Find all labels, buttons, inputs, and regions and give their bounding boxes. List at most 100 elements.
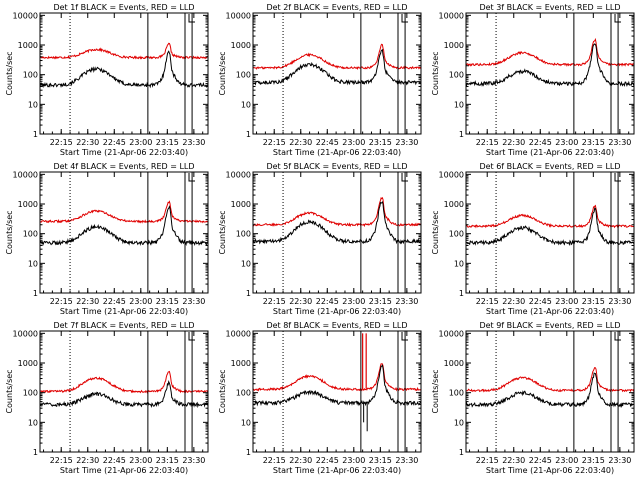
x-tick-label: 23:15	[369, 456, 392, 465]
x-tick-label: 22:15	[50, 297, 73, 306]
lld-series-line	[40, 370, 208, 394]
plot-frame	[252, 12, 422, 135]
x-tick-label: 22:30	[502, 456, 525, 465]
y-tick-label: 100	[236, 230, 251, 239]
y-tick-label: 10	[454, 259, 464, 268]
y-tick-label: 1	[33, 130, 38, 139]
lld-series-line	[253, 43, 421, 70]
x-tick-label: 22:30	[502, 138, 525, 147]
events-series-line	[466, 207, 634, 246]
y-tick-label: 10000	[226, 329, 251, 338]
marker-bracket	[188, 173, 196, 182]
x-tick-label: 22:15	[50, 138, 73, 147]
y-tick-label: 10000	[226, 11, 251, 20]
x-tick-label: 22:15	[50, 456, 73, 465]
y-tick-label: 1000	[444, 200, 464, 209]
x-tick-label: 22:30	[76, 297, 99, 306]
y-tick-label: 1	[246, 289, 251, 298]
y-tick-label: 1000	[18, 200, 38, 209]
x-tick-label: 23:30	[182, 138, 205, 147]
panel-det-7f: Det 7f BLACK = Events, RED = LLD 1 10 100 10…	[5, 321, 209, 475]
x-tick-label: 23:00	[129, 456, 152, 465]
panel-title: Det 9f BLACK = Events, RED = LLD	[479, 321, 620, 330]
events-series-line	[40, 50, 208, 89]
y-tick-label: 1	[459, 448, 464, 457]
marker-bracket	[188, 14, 196, 23]
x-axis-label: Start Time (21-Apr-06 22:03:40)	[486, 466, 614, 475]
x-axis-label: Start Time (21-Apr-06 22:03:40)	[60, 307, 188, 316]
y-tick-label: 1	[459, 130, 464, 139]
x-tick-label: 23:15	[369, 138, 392, 147]
y-tick-label: 10000	[13, 329, 38, 338]
y-tick-label: 100	[23, 389, 38, 398]
x-axis-label: Start Time (21-Apr-06 22:03:40)	[486, 148, 614, 157]
y-tick-label: 100	[236, 71, 251, 80]
x-tick-label: 22:30	[76, 456, 99, 465]
y-axis-label: Counts/sec	[431, 210, 440, 254]
x-axis-label: Start Time (21-Apr-06 22:03:40)	[273, 148, 401, 157]
plot-frame	[465, 330, 635, 453]
lld-series-line	[253, 363, 421, 392]
events-series-line	[253, 200, 421, 245]
y-tick-label: 1000	[231, 200, 251, 209]
marker-bracket	[401, 332, 409, 341]
x-axis-label: Start Time (21-Apr-06 22:03:40)	[486, 307, 614, 316]
events-series-line	[253, 48, 421, 86]
x-tick-label: 22:45	[529, 297, 552, 306]
x-tick-label: 23:00	[129, 138, 152, 147]
panel-title: Det 2f BLACK = Events, RED = LLD	[266, 3, 407, 12]
y-tick-label: 100	[449, 389, 464, 398]
x-tick-label: 23:00	[555, 138, 578, 147]
y-tick-label: 100	[449, 230, 464, 239]
y-tick-label: 10	[28, 100, 38, 109]
x-tick-label: 22:30	[289, 297, 312, 306]
x-tick-label: 22:45	[316, 297, 339, 306]
x-tick-label: 23:30	[395, 297, 418, 306]
x-tick-label: 23:00	[129, 297, 152, 306]
y-tick-label: 10	[241, 259, 251, 268]
x-tick-label: 23:00	[342, 297, 365, 306]
marker-bracket	[614, 14, 622, 23]
x-tick-label: 23:00	[555, 297, 578, 306]
events-series-line	[466, 372, 634, 409]
events-series-line	[466, 43, 634, 88]
y-tick-label: 1	[33, 448, 38, 457]
y-tick-label: 100	[449, 71, 464, 80]
x-axis-label: Start Time (21-Apr-06 22:03:40)	[273, 307, 401, 316]
y-tick-label: 10	[241, 100, 251, 109]
panel-title: Det 1f BLACK = Events, RED = LLD	[53, 3, 194, 12]
marker-bracket	[401, 173, 409, 182]
marker-bracket	[188, 332, 196, 341]
panel-det-3f: Det 3f BLACK = Events, RED = LLD 1 10 100 10…	[431, 3, 635, 157]
x-axis-label: Start Time (21-Apr-06 22:03:40)	[273, 466, 401, 475]
events-series-line	[253, 364, 421, 407]
plot-frame	[39, 330, 209, 453]
x-tick-label: 22:45	[103, 138, 126, 147]
marker-bracket	[401, 14, 409, 23]
y-axis-label: Counts/sec	[218, 51, 227, 95]
y-tick-label: 1000	[231, 359, 251, 368]
y-tick-label: 10000	[226, 170, 251, 179]
y-tick-label: 1	[246, 448, 251, 457]
y-tick-label: 10000	[13, 11, 38, 20]
panel-title: Det 6f BLACK = Events, RED = LLD	[479, 162, 620, 171]
plot-frame	[465, 12, 635, 135]
y-tick-label: 10	[28, 418, 38, 427]
x-tick-label: 23:30	[608, 456, 631, 465]
x-tick-label: 23:15	[582, 138, 605, 147]
x-tick-label: 23:15	[156, 297, 179, 306]
x-tick-label: 22:15	[476, 456, 499, 465]
y-axis-label: Counts/sec	[431, 51, 440, 95]
panel-det-4f: Det 4f BLACK = Events, RED = LLD 1 10 100 10…	[5, 162, 209, 316]
panel-title: Det 5f BLACK = Events, RED = LLD	[266, 162, 407, 171]
x-tick-label: 23:30	[608, 138, 631, 147]
y-tick-label: 1000	[444, 359, 464, 368]
y-axis-label: Counts/sec	[218, 369, 227, 413]
y-axis-label: Counts/sec	[218, 210, 227, 254]
plot-frame	[39, 12, 209, 135]
y-tick-label: 10	[454, 418, 464, 427]
x-tick-label: 22:45	[529, 456, 552, 465]
lld-series-line	[40, 42, 208, 60]
y-tick-label: 1000	[18, 359, 38, 368]
